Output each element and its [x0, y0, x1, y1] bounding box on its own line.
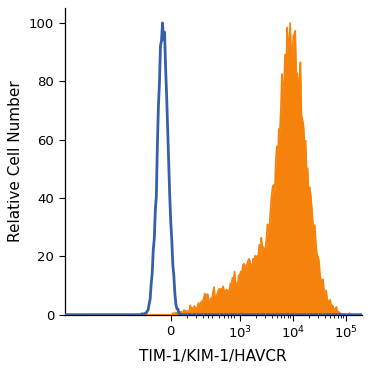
Y-axis label: Relative Cell Number: Relative Cell Number — [9, 81, 23, 243]
X-axis label: TIM-1/KIM-1/HAVCR: TIM-1/KIM-1/HAVCR — [139, 349, 287, 364]
